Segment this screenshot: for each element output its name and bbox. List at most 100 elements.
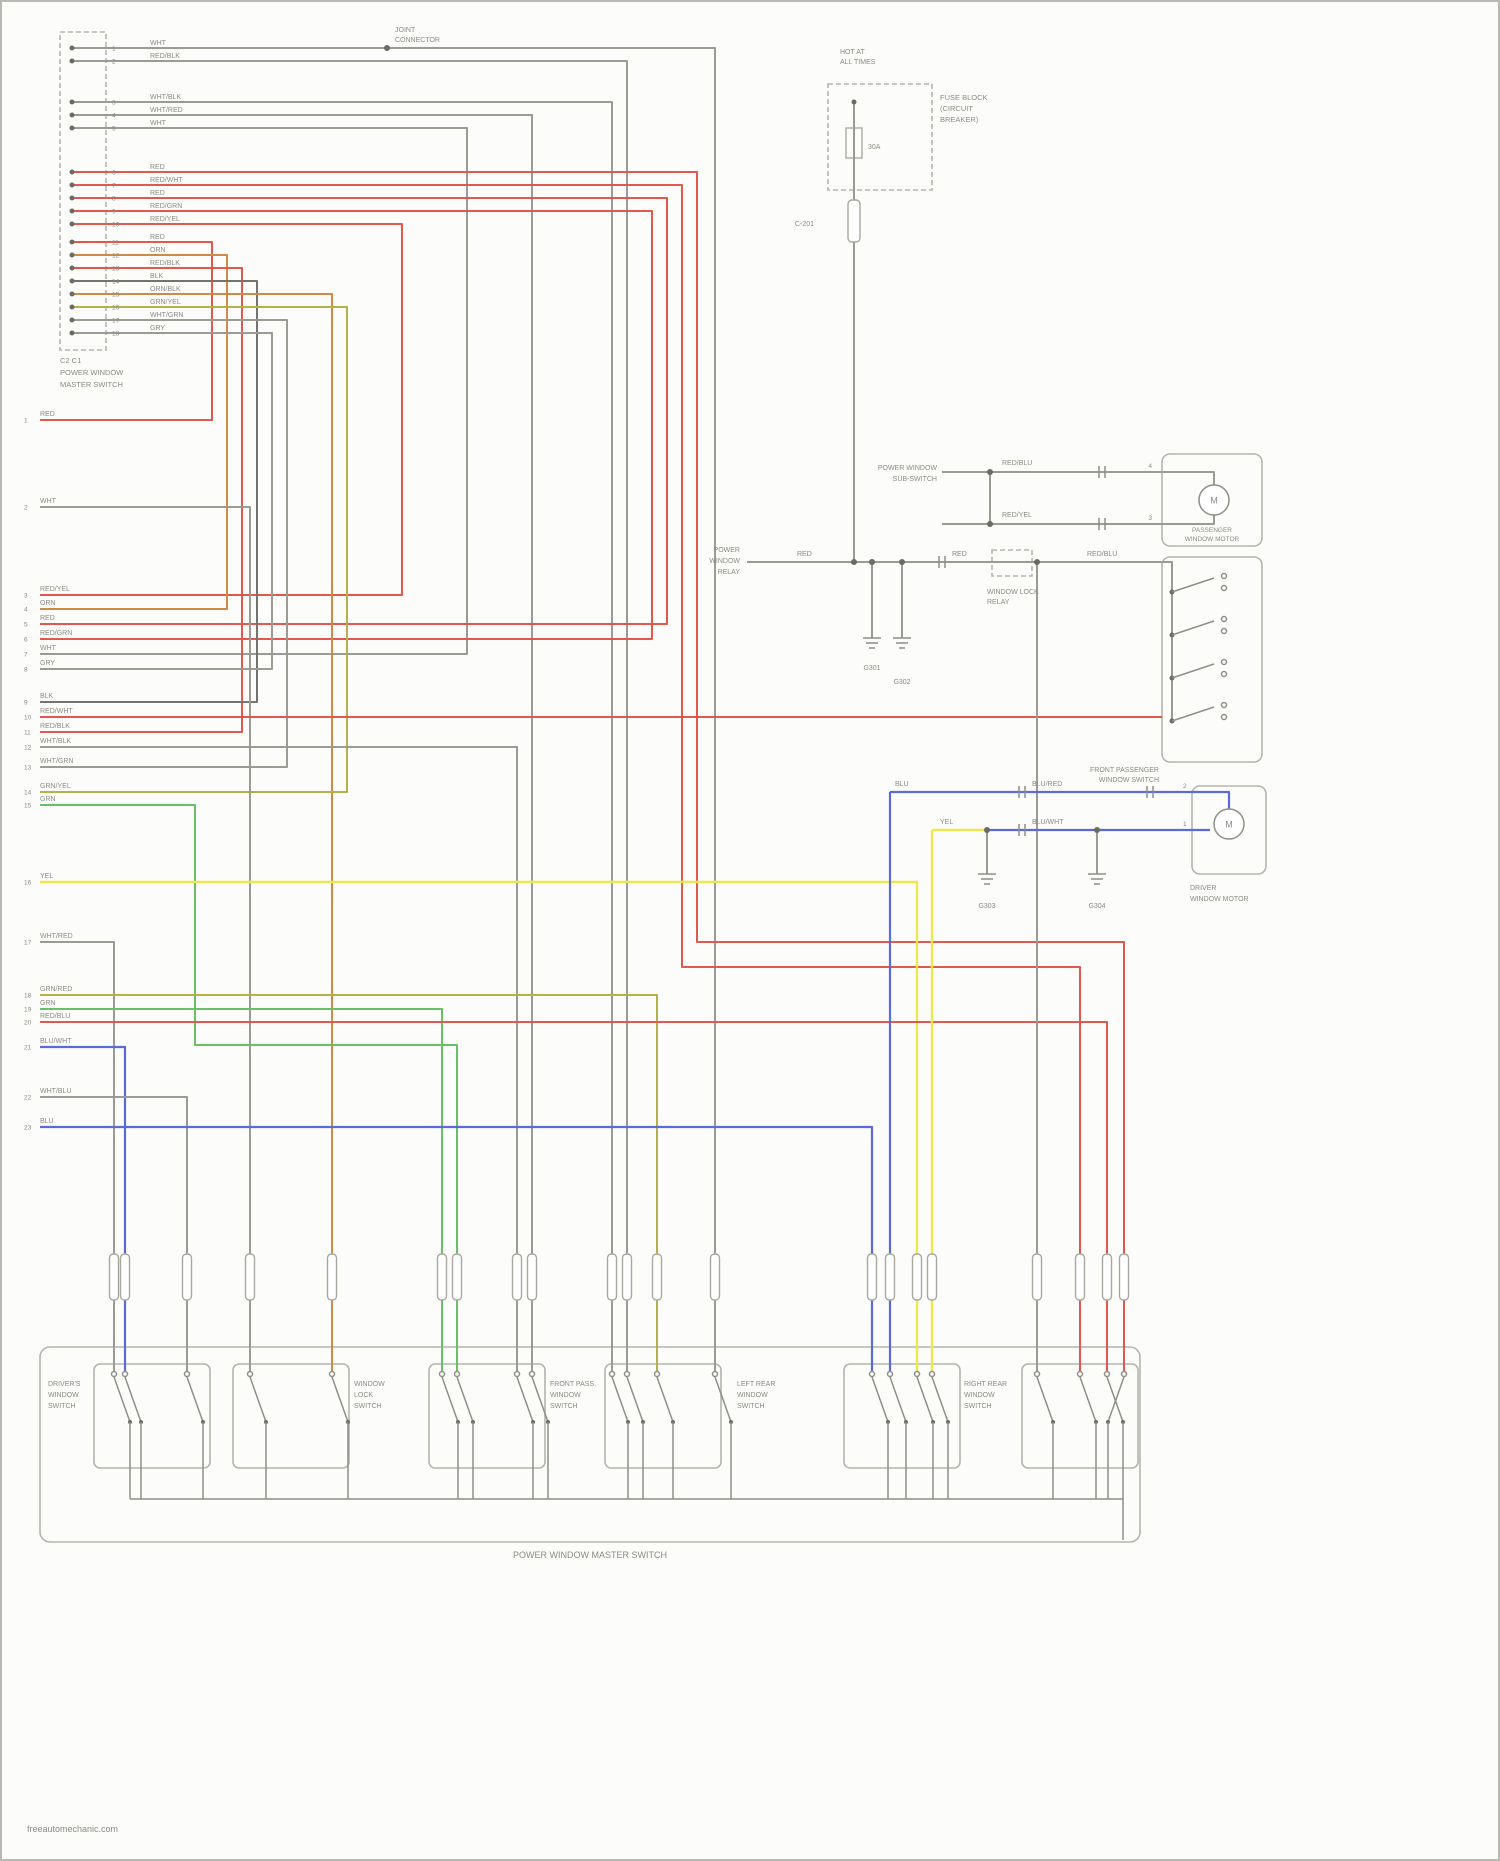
ground-symbol-g302 xyxy=(893,637,911,649)
driver-motor-label: DRIVER xyxy=(1190,885,1216,892)
wire-pin7-redwht xyxy=(74,184,1081,1371)
inline-connector xyxy=(326,1253,338,1301)
inline-connector xyxy=(884,1253,896,1301)
wire-label: BLU/RED xyxy=(1032,781,1062,788)
wire-label: BLU/WHT xyxy=(1032,819,1064,826)
switch-contact xyxy=(1220,627,1228,635)
wire-label: RED xyxy=(150,234,165,241)
passenger-motor-label: PASSENGER xyxy=(1192,527,1232,534)
row-wire-label: RED/GRN xyxy=(40,630,72,637)
wire-sub-up xyxy=(942,471,1215,485)
inline-connector-c201 xyxy=(847,199,861,243)
wire-pin16-grnyel xyxy=(40,306,348,793)
pin-number: 18 xyxy=(112,331,120,338)
junction-dot xyxy=(899,559,905,565)
driver-motor-icon xyxy=(1213,808,1245,840)
feed-source-label: POWER xyxy=(714,547,740,554)
cluster-label: WINDOW xyxy=(550,1392,581,1399)
connector-caption: POWER WINDOW xyxy=(60,368,124,377)
cluster-label: RIGHT REAR xyxy=(964,1381,1007,1388)
switch-contact xyxy=(1220,713,1228,721)
left-edge-pin-labels: 1 RED 2 WHT 3 RED/YEL 4 ORN 5 RED 6 RED/GRN 7 W… xyxy=(24,411,73,1132)
switch-arm xyxy=(1171,706,1215,722)
wire-label: RED/BLK xyxy=(150,260,180,267)
pin-number: 15 xyxy=(112,292,120,299)
row-number: 6 xyxy=(24,637,28,644)
pin-number: 10 xyxy=(112,222,120,229)
wire-label: RED/YEL xyxy=(1002,512,1032,519)
switch-cluster-box-3 xyxy=(428,1363,546,1469)
wire-label: BLK xyxy=(150,273,164,280)
wire-pin2-redblk xyxy=(74,60,628,1371)
splice-dot xyxy=(384,45,390,51)
terminal xyxy=(608,1370,616,1378)
row-number: 5 xyxy=(24,622,28,629)
pin-number: 14 xyxy=(112,279,120,286)
row-number: 3 xyxy=(24,593,28,600)
row-number: 23 xyxy=(24,1125,32,1132)
wire-row19-grn xyxy=(40,1008,443,1371)
row-wire-label: WHT/BLK xyxy=(40,738,71,745)
cluster-label: SWITCH xyxy=(737,1403,765,1410)
row-wire-label: GRN xyxy=(40,796,56,803)
row-number: 1 xyxy=(24,418,28,425)
cluster-label: SWITCH xyxy=(354,1403,382,1410)
connector-ticks xyxy=(938,466,1154,836)
pin-number: 2 xyxy=(112,59,116,66)
terminal xyxy=(528,1370,536,1378)
lock-relay-label: RELAY xyxy=(987,599,1010,606)
row-number: 19 xyxy=(24,1007,32,1014)
inline-connector xyxy=(651,1253,663,1301)
feed-source-label: RELAY xyxy=(718,569,741,576)
wire-pin4-whtred xyxy=(74,114,533,1371)
inline-connector xyxy=(119,1253,131,1301)
terminal xyxy=(1076,1370,1084,1378)
switch-cluster-box-4 xyxy=(604,1363,722,1469)
watermark: freeautomechanic.com xyxy=(27,1824,118,1834)
wire-label: ORN/BLK xyxy=(150,286,181,293)
pin-number: 2 xyxy=(1183,783,1187,790)
switch-arm xyxy=(1107,1376,1125,1423)
terminal xyxy=(1033,1370,1041,1378)
wire-pin11-red xyxy=(40,241,213,421)
ground-label-g304: G304 xyxy=(1088,903,1105,910)
row-number: 8 xyxy=(24,667,28,674)
wire-label: RED/GRN xyxy=(150,203,182,210)
terminal xyxy=(711,1370,719,1378)
wire-row15-grn xyxy=(40,804,458,1371)
row-number: 10 xyxy=(24,715,32,722)
wire-pin6-red xyxy=(74,171,1125,1371)
switch-arm xyxy=(1036,1376,1054,1423)
hot-label: HOT AT xyxy=(840,49,865,56)
row-number: 7 xyxy=(24,652,28,659)
pin-dot xyxy=(69,239,75,245)
row-number: 21 xyxy=(24,1045,32,1052)
switch-contact xyxy=(1220,584,1228,592)
wire-pin13-redblk xyxy=(40,267,243,733)
wire-label: RED/BLK xyxy=(150,53,180,60)
row-number: 9 xyxy=(24,700,28,707)
splice-label: JOINT xyxy=(395,27,416,34)
terminal xyxy=(868,1370,876,1378)
hot-label: ALL TIMES xyxy=(840,59,876,66)
inline-connector-row xyxy=(108,1253,1130,1301)
switch-arm xyxy=(531,1376,549,1423)
sub-switch-label: SUB-SWITCH xyxy=(893,476,937,483)
terminal xyxy=(453,1370,461,1378)
wire-label: YEL xyxy=(940,819,953,826)
connector-caption: MASTER SWITCH xyxy=(60,380,123,389)
wire-label: RED xyxy=(150,190,165,197)
master-connector-pins xyxy=(69,45,75,336)
pin-number: 16 xyxy=(112,305,120,312)
junction-dot xyxy=(987,469,993,475)
terminal xyxy=(913,1370,921,1378)
switch-arm xyxy=(889,1376,907,1423)
wire-pin18-gry xyxy=(40,332,273,670)
pin-dot xyxy=(69,278,75,284)
row-wire-label: GRN xyxy=(40,1000,56,1007)
pin-dot xyxy=(69,291,75,297)
inline-connector xyxy=(606,1253,618,1301)
row-wire-label: BLU xyxy=(40,1118,54,1125)
inline-connector xyxy=(526,1253,538,1301)
